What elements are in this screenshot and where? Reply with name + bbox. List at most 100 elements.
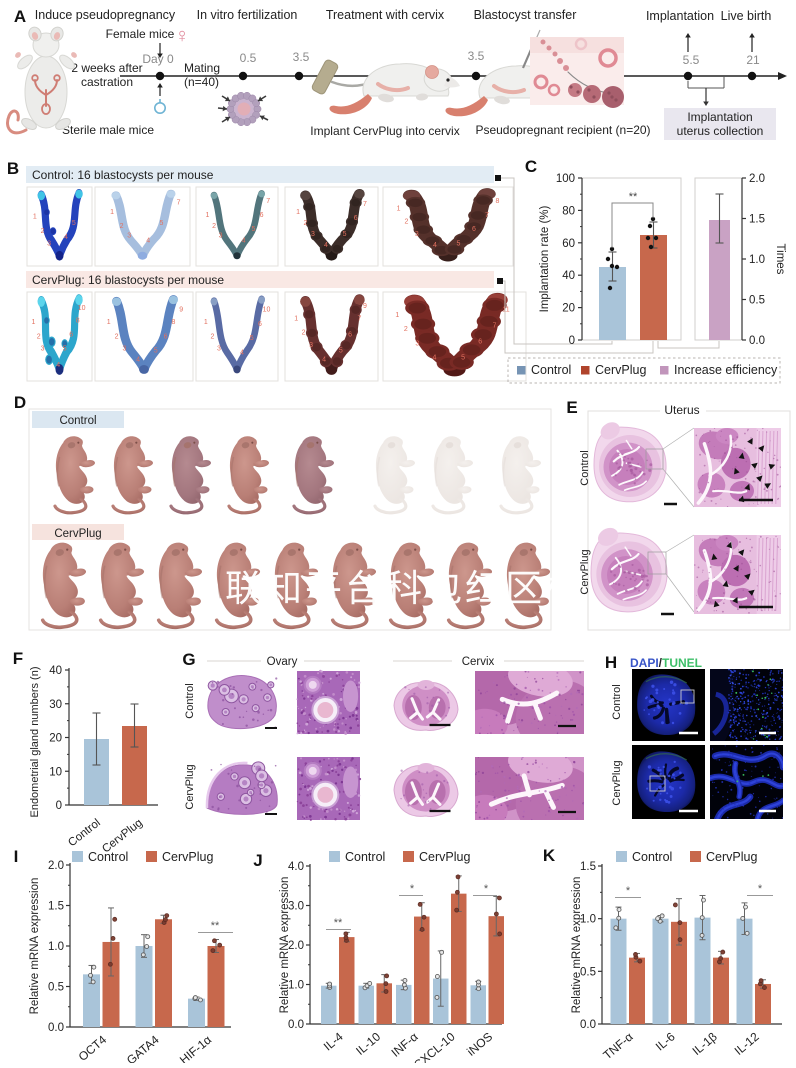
svg-text:Sterile male mice: Sterile male mice	[62, 123, 154, 137]
svg-text:4: 4	[433, 242, 437, 249]
svg-text:Implantation rate (%): Implantation rate (%)	[539, 205, 551, 312]
svg-text:4: 4	[240, 349, 244, 356]
svg-text:I: I	[14, 847, 19, 866]
svg-text:Pseudopregnant recipient (n=20: Pseudopregnant recipient (n=20)	[475, 123, 650, 137]
svg-text:DAPI/TUNEL: DAPI/TUNEL	[630, 656, 702, 670]
svg-text:80: 80	[562, 205, 575, 217]
svg-text:1: 1	[294, 315, 298, 322]
svg-text:1: 1	[110, 209, 114, 216]
svg-text:Control: Control	[59, 415, 96, 427]
svg-text:11: 11	[502, 307, 509, 314]
svg-text:H: H	[605, 653, 617, 672]
svg-text:2: 2	[404, 326, 408, 333]
svg-text:5: 5	[251, 226, 255, 233]
svg-text:G: G	[182, 650, 195, 669]
svg-text:castration: castration	[81, 75, 133, 89]
svg-text:3: 3	[219, 233, 223, 240]
svg-text:0.5: 0.5	[48, 982, 64, 994]
svg-text:Relative mRNA expression: Relative mRNA expression	[279, 877, 291, 1014]
svg-text:A: A	[14, 7, 26, 26]
svg-text:10: 10	[263, 307, 271, 314]
svg-text:5: 5	[63, 346, 67, 353]
svg-text:60: 60	[562, 238, 575, 250]
svg-text:5.5: 5.5	[683, 53, 700, 67]
svg-text:7: 7	[363, 201, 367, 208]
svg-text:2: 2	[41, 228, 45, 235]
svg-text:0.0: 0.0	[48, 1022, 64, 1034]
svg-text:5: 5	[339, 348, 343, 355]
svg-text:B: B	[7, 159, 19, 178]
svg-text:Day 0: Day 0	[142, 52, 174, 66]
svg-text:1.0: 1.0	[749, 254, 765, 266]
svg-text:Increase efficiency: Increase efficiency	[674, 363, 778, 377]
svg-text:1.5: 1.5	[48, 901, 64, 913]
svg-text:3: 3	[311, 231, 315, 238]
svg-text:6: 6	[164, 333, 168, 340]
svg-text:Control: Control	[88, 850, 128, 864]
svg-text:♀: ♀	[175, 25, 190, 47]
svg-text:1: 1	[107, 319, 111, 326]
svg-text:1.5: 1.5	[580, 861, 596, 873]
svg-text:10: 10	[49, 766, 62, 778]
svg-text:CervPlug: CervPlug	[419, 850, 470, 864]
svg-text:3: 3	[47, 240, 51, 247]
svg-text:CervPlug: CervPlug	[184, 764, 196, 809]
svg-text:10: 10	[78, 305, 86, 312]
svg-text:6: 6	[478, 339, 482, 346]
svg-text:Implant CervPlug into cervix: Implant CervPlug into cervix	[310, 124, 459, 138]
svg-text:3: 3	[217, 346, 221, 353]
svg-text:联知平台科包红区档: 联知平台科包红区档	[225, 568, 585, 609]
svg-text:4.0: 4.0	[288, 861, 304, 873]
svg-text:9: 9	[179, 307, 183, 314]
svg-text:4: 4	[64, 234, 68, 241]
svg-text:2.0: 2.0	[288, 940, 304, 952]
svg-text:CervPlug: CervPlug	[54, 528, 101, 540]
svg-text:3.5: 3.5	[468, 49, 485, 63]
svg-text:1.0: 1.0	[580, 914, 596, 926]
svg-text:6: 6	[472, 226, 476, 233]
svg-text:1.0: 1.0	[288, 980, 304, 992]
svg-text:0.0: 0.0	[749, 335, 765, 347]
svg-text:Blastocyst transfer: Blastocyst transfer	[474, 8, 577, 22]
svg-text:Cervix: Cervix	[462, 656, 495, 668]
svg-text:1: 1	[33, 214, 37, 221]
svg-text:7: 7	[357, 315, 361, 322]
svg-text:7: 7	[266, 198, 270, 205]
svg-text:5: 5	[154, 348, 158, 355]
svg-text:CervPlug: CervPlug	[595, 363, 646, 377]
svg-text:5: 5	[461, 355, 465, 362]
svg-text:7: 7	[493, 323, 497, 330]
svg-text:Live birth: Live birth	[721, 9, 772, 23]
svg-text:6: 6	[348, 332, 352, 339]
svg-text:E: E	[566, 398, 577, 417]
svg-text:8: 8	[495, 198, 499, 205]
svg-text:0.5: 0.5	[240, 51, 257, 65]
svg-text:2: 2	[404, 218, 408, 225]
svg-text:6: 6	[260, 212, 264, 219]
svg-text:20: 20	[562, 303, 575, 315]
svg-text:uterus collection: uterus collection	[677, 124, 764, 138]
svg-text:40: 40	[49, 665, 62, 677]
svg-text:3: 3	[122, 346, 126, 353]
svg-text:Induce pseudopregnancy: Induce pseudopregnancy	[35, 8, 176, 22]
svg-text:*: *	[410, 883, 415, 895]
svg-text:4: 4	[56, 362, 60, 369]
svg-text:Control: Control	[531, 363, 571, 377]
svg-text:0.5: 0.5	[749, 295, 765, 307]
svg-text:Control: Control	[184, 683, 196, 718]
svg-text:2 weeks after: 2 weeks after	[71, 61, 142, 75]
svg-text:4: 4	[146, 237, 150, 244]
svg-text:6: 6	[354, 215, 358, 222]
svg-text:**: **	[211, 920, 220, 932]
svg-text:Control: Control	[579, 450, 591, 485]
svg-text:0.0: 0.0	[580, 1019, 596, 1031]
svg-text:(n=40): (n=40)	[184, 75, 219, 89]
svg-text:**: **	[629, 191, 638, 203]
svg-text:Implantation: Implantation	[646, 9, 714, 23]
svg-text:5: 5	[456, 240, 460, 247]
svg-text:J: J	[253, 851, 262, 870]
svg-text:Ovary: Ovary	[267, 656, 298, 668]
svg-text:CervPlug: CervPlug	[162, 850, 213, 864]
svg-text:20: 20	[49, 733, 62, 745]
svg-text:2: 2	[120, 223, 124, 230]
